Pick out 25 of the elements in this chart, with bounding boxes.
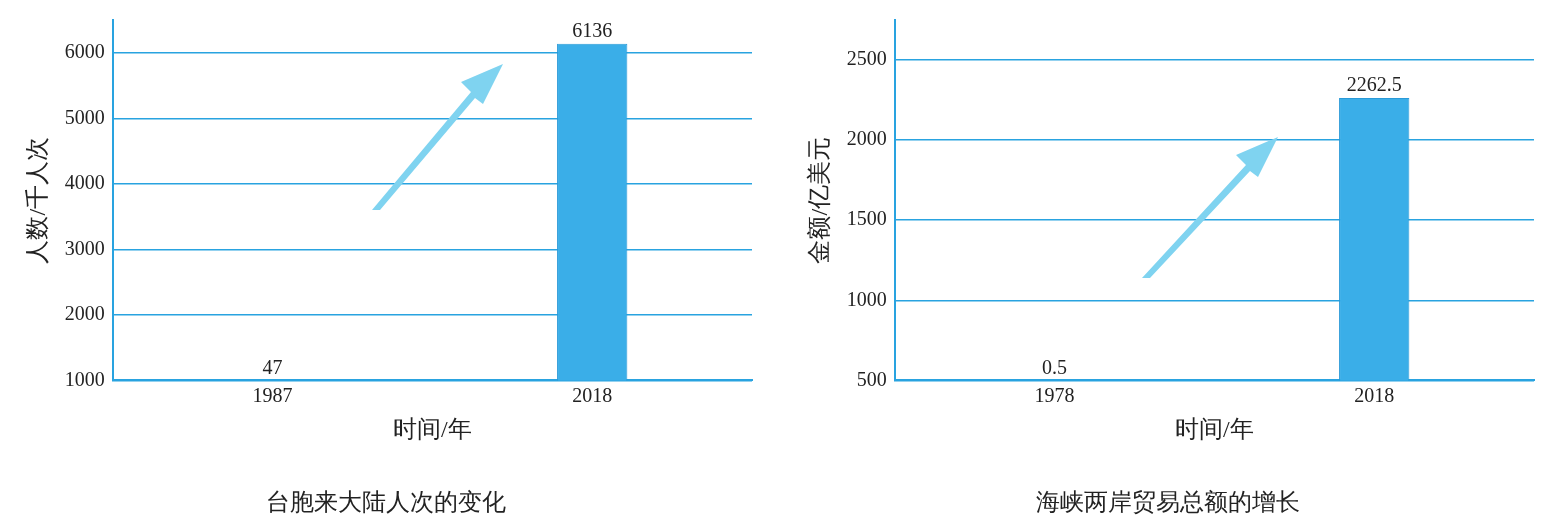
- x-tick-label: 1987: [252, 383, 293, 406]
- y-tick-label: 3000: [64, 236, 105, 259]
- data-label: 2262.5: [1346, 73, 1402, 96]
- y-tick-label: 6000: [64, 40, 105, 63]
- x-axis-title: 时间/年: [393, 416, 472, 443]
- text: 47: [262, 355, 283, 378]
- x-axis-title: 时间/年: [1175, 416, 1254, 443]
- x-tick-label: 2018: [572, 383, 613, 406]
- y-tick-label: 4000: [64, 171, 105, 194]
- y-tick-label: 2000: [64, 302, 105, 325]
- y-axis-title: 金额/亿美元: [805, 136, 832, 264]
- x-tick-label: 2018: [1354, 383, 1395, 406]
- y-tick-label: 500: [856, 367, 887, 390]
- y-tick-label: 1000: [846, 287, 887, 310]
- data-label: 6136: [572, 19, 613, 42]
- y-tick-label: 1000: [64, 367, 105, 390]
- y-tick-label: 1500: [846, 207, 887, 230]
- y-tick-label: 5000: [64, 105, 105, 128]
- x-tick-label: 1978: [1034, 383, 1075, 406]
- text: 海峡两岸贸易总额的增长: [1036, 488, 1300, 515]
- text: 台胞来大陆人次的变化: [266, 488, 506, 515]
- y-tick-label: 2500: [846, 47, 887, 70]
- text: 0.5: [1042, 355, 1068, 378]
- y-axis-title: 人数/千人次: [23, 136, 50, 264]
- y-tick-label: 2000: [846, 127, 887, 150]
